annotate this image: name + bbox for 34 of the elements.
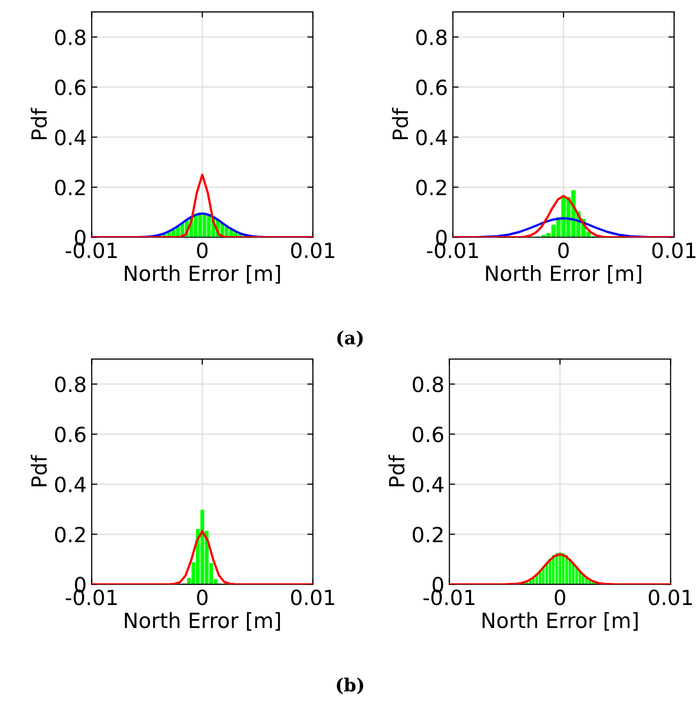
y-tick-label: 0.8 [55, 29, 86, 46]
y-tick-label: 0.2 [412, 526, 442, 542]
y-tick-label: 0.4 [55, 130, 86, 146]
y-axis-title: Pdf [30, 454, 47, 486]
y-tick-label: 0.2 [55, 526, 85, 542]
x-tick-label: 0 [554, 590, 566, 606]
y-tick-label: 0.8 [412, 376, 444, 392]
text: (b) [336, 678, 364, 694]
y-tick-label: 0.4 [416, 130, 447, 146]
x-tick-label: 0 [197, 242, 208, 258]
y-tick-label: 0.6 [55, 426, 86, 442]
y-tick-label: 0.6 [412, 426, 444, 442]
y-tick-label: 0.2 [416, 180, 446, 196]
y-tick-label: 0.6 [55, 80, 86, 96]
y-tick-label: 0.8 [55, 376, 86, 392]
x-tick-label: 0.01 [652, 242, 696, 258]
x-tick-label: 0.01 [291, 590, 334, 606]
x-axis-title: North Error [m] [486, 265, 642, 284]
y-tick-label: 0.4 [412, 476, 444, 492]
y-tick-label: 0.4 [55, 476, 86, 492]
x-tick-label: 0 [558, 242, 569, 258]
x-tick-label: 0 [197, 590, 208, 606]
y-tick-label: 0.8 [416, 29, 447, 46]
x-axis-title: North Error [m] [482, 612, 638, 631]
x-tick-label: 0.01 [291, 242, 334, 258]
y-tick-label: 0.6 [416, 80, 447, 96]
y-axis-title: Pdf [30, 108, 47, 140]
text: (a) [337, 330, 363, 348]
x-tick-label: 0.01 [648, 590, 692, 606]
y-axis-title: Pdf [392, 108, 408, 140]
x-axis-title: North Error [m] [124, 612, 280, 631]
y-axis-title: Pdf [388, 454, 405, 486]
x-axis-title: North Error [m] [124, 265, 280, 284]
y-tick-label: 0.2 [55, 180, 85, 196]
